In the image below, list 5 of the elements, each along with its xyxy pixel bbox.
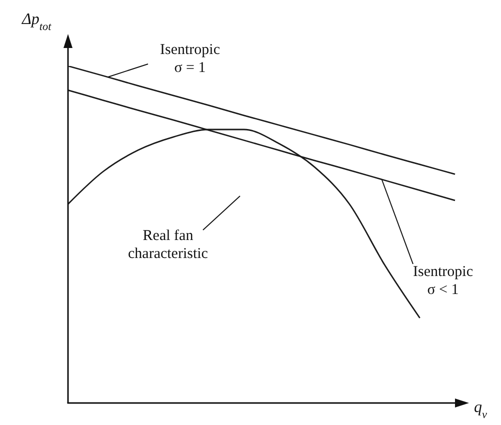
annotation: Real fan characteristic bbox=[128, 228, 208, 262]
annotation: Isentropic σ < 1 bbox=[413, 264, 474, 298]
y-axis-title: Δp$_{tot}$ bbox=[21, 11, 52, 33]
annotation: Isentropic σ = 1 bbox=[160, 42, 220, 76]
x-axis-title: q$_{v}$ bbox=[474, 399, 487, 421]
